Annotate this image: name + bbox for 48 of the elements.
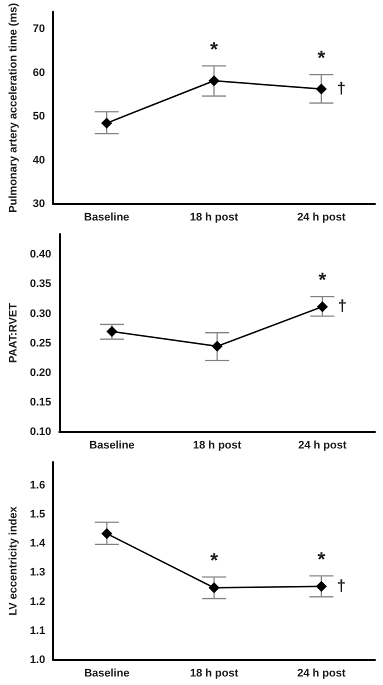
y-tick-label: 70	[32, 23, 45, 36]
y-tick-label: 0.40	[30, 248, 52, 261]
point	[212, 340, 223, 352]
y-tick-label: 1.0	[30, 654, 46, 666]
annotation: †	[336, 578, 346, 595]
point	[208, 582, 220, 594]
y-tick-label: 0.15	[30, 396, 52, 408]
x-tick-label: Baseline	[89, 440, 135, 452]
x-tick-label: Baseline	[84, 212, 130, 224]
x-tick-label: 24 h post	[297, 212, 346, 224]
y-tick-label: 1.1	[30, 624, 46, 637]
annotation: *	[210, 38, 218, 61]
x-tick-label: 18 h post	[193, 440, 242, 452]
y-tick-label: 0.25	[30, 337, 52, 350]
point	[316, 580, 327, 592]
annotation: *	[210, 550, 218, 572]
y-tick-label: 1.2	[30, 596, 46, 608]
x-tick-label: 24 h post	[297, 668, 346, 680]
point	[316, 301, 328, 312]
y-tick-label: 1.6	[30, 479, 46, 492]
y-tick-label: 30	[32, 198, 45, 210]
annotation: *	[317, 548, 326, 571]
y-tick-label: 1.4	[30, 538, 46, 550]
x-tick-label: 18 h post	[190, 212, 238, 224]
y-tick-label: 50	[32, 110, 45, 123]
x-tick-label: 18 h post	[190, 668, 239, 680]
point	[208, 75, 220, 86]
y-tick-label: 0.10	[30, 426, 52, 438]
y-tick-label: 60	[32, 66, 45, 79]
y-axis-title: PAAT:RVET	[8, 302, 20, 363]
annotation: †	[336, 80, 346, 98]
annotation: †	[338, 298, 347, 316]
y-tick-label: 0.20	[30, 366, 52, 379]
y-tick-label: 0.30	[30, 308, 52, 320]
y-axis-title: Pulmonary artery acceleration time (ms)	[8, 2, 20, 213]
y-tick-label: 1.5	[30, 508, 46, 520]
point	[316, 84, 327, 95]
point	[106, 326, 118, 338]
point	[101, 118, 112, 129]
x-tick-label: Baseline	[84, 668, 130, 680]
x-tick-label: 24 h post	[298, 440, 347, 452]
annotation: *	[318, 270, 326, 292]
annotation: *	[317, 48, 326, 70]
y-tick-label: 40	[32, 154, 45, 166]
y-tick-label: 0.35	[30, 278, 52, 290]
point	[101, 528, 112, 540]
y-axis-title: LV eccentricity index	[8, 506, 20, 616]
y-tick-label: 1.3	[30, 566, 46, 579]
